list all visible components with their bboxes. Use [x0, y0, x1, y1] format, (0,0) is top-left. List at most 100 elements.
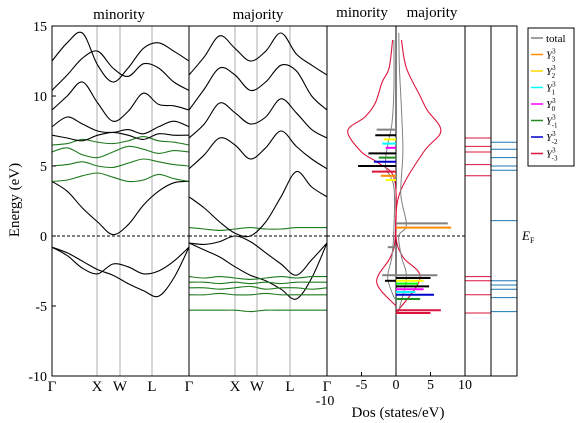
majority-band-line: [189, 98, 327, 139]
majority-band-line: [189, 64, 327, 111]
y-tick-label: 15: [33, 20, 47, 35]
dos-group: [327, 26, 465, 376]
legend-base: Y: [546, 66, 554, 78]
majority-band-line: [189, 171, 327, 238]
dos-majority-y3-curve: [395, 39, 442, 314]
legend-entry-label: total: [546, 33, 566, 45]
legend-entry-label: Y3 0: [546, 97, 556, 113]
dos-x-tick-label: 5: [427, 378, 434, 393]
majority-bands-group: [189, 26, 327, 376]
dos-x-tick-label: -5: [356, 378, 368, 393]
lev2-frame: [490, 25, 518, 377]
lev2-levels-group: [491, 141, 517, 313]
majority-band-line: [189, 32, 327, 76]
legend-base: Y: [546, 116, 554, 128]
minority-band-line: [52, 145, 189, 159]
majority-band-line: [189, 242, 327, 300]
majority-kpoint-label: X: [230, 379, 241, 395]
legend-entry-label: Y3 -3: [546, 147, 558, 163]
minority-kpoint-label: Γ: [185, 379, 194, 395]
legend-sub: -1: [552, 122, 558, 130]
majority-band-line: [189, 226, 327, 231]
minority-band-line: [52, 136, 189, 146]
dos-x-tick-label: 10: [458, 378, 472, 393]
y-tick-label: -5: [35, 300, 47, 315]
majority-frame: [188, 25, 328, 377]
legend-sup: 3: [552, 81, 556, 89]
legend-sup: 3: [552, 48, 556, 56]
majority-kpoint-label: L: [285, 379, 294, 395]
majority-kpoint-label: W: [250, 379, 265, 395]
majority-band-line: [189, 309, 327, 313]
dos-minority-y3-curve: [347, 39, 397, 307]
minority-band-line: [52, 246, 189, 275]
dos-x-axis-label: Dos (states/eV): [352, 405, 445, 421]
minority-band-line: [52, 50, 189, 91]
minority-kpoint-label: Γ: [48, 379, 57, 395]
dos-minority-total-curve: [384, 39, 396, 300]
legend-entry-label: Y3 1: [546, 81, 556, 97]
y-tick-label: 0: [40, 230, 47, 245]
majority-band-line: [189, 130, 327, 170]
majority-band-title: majority: [233, 7, 284, 23]
minority-dos-title: minority: [336, 5, 388, 21]
legend-sub: 3: [552, 56, 556, 64]
minority-band-line: [52, 246, 189, 298]
legend-sub: -3: [552, 155, 558, 163]
legend-sup: 3: [552, 114, 556, 122]
y-tick-label: 10: [33, 90, 47, 105]
minority-band-title: minority: [93, 7, 145, 23]
minority-band-line: [52, 131, 189, 142]
legend-box: [527, 27, 575, 167]
legend-entry-label: Y3 -2: [546, 130, 558, 146]
minority-kpoint-label: X: [92, 379, 103, 395]
dos-majority-total-curve: [397, 32, 407, 314]
legend-entry-label: Y3 2: [546, 64, 556, 80]
y-tick-label: -10: [28, 370, 47, 385]
legend-sup: 3: [552, 64, 556, 72]
minority-frame: [51, 25, 190, 377]
minority-band-line: [52, 158, 189, 169]
majority-band-line: [189, 281, 327, 285]
minority-band-line: [52, 81, 189, 122]
fermi-level-label: EF: [521, 228, 535, 245]
legend-sub: 0: [552, 105, 556, 113]
legend-sub: -2: [552, 138, 558, 146]
lev1-frame: [464, 25, 492, 377]
dos-x-tick-label: -10: [316, 394, 335, 409]
legend-base: Y: [546, 149, 554, 161]
legend-base: Y: [546, 132, 554, 144]
legend-sup: 3: [552, 130, 556, 138]
legend-sup: 3: [552, 147, 556, 155]
legend-entry-label: Y3 -1: [546, 114, 558, 130]
y-axis-label: Energy (eV): [7, 163, 23, 237]
majority-band-line: [189, 235, 327, 276]
dos-x-tick-label: 0: [393, 378, 400, 393]
minority-band-line: [52, 31, 189, 83]
minority-band-line: [52, 116, 189, 135]
legend-sup: 3: [552, 97, 556, 105]
minority-band-line: [52, 172, 189, 183]
y-tick-label: 5: [40, 160, 47, 175]
majority-band-line: [189, 285, 327, 290]
majority-kpoint-label: Γ: [323, 379, 332, 395]
legend-sub: 2: [552, 72, 556, 80]
lev1-levels-group: [465, 137, 491, 314]
fermi-label-base: E: [521, 228, 530, 243]
minority-band-line: [52, 180, 189, 236]
legend-base: Y: [546, 99, 554, 111]
legend-sub: 1: [552, 89, 556, 97]
majority-band-line: [189, 275, 327, 280]
minority-kpoint-label: L: [147, 379, 156, 395]
minority-bands-group: [52, 26, 189, 376]
legend-entry-label: Y3 3: [546, 48, 556, 64]
majority-dos-title: majority: [407, 5, 458, 21]
legend-base: Y: [546, 50, 554, 62]
minority-kpoint-label: W: [113, 379, 128, 395]
majority-band-line: [189, 292, 327, 296]
fermi-label-sub: F: [530, 236, 535, 245]
legend-base: Y: [546, 83, 554, 95]
